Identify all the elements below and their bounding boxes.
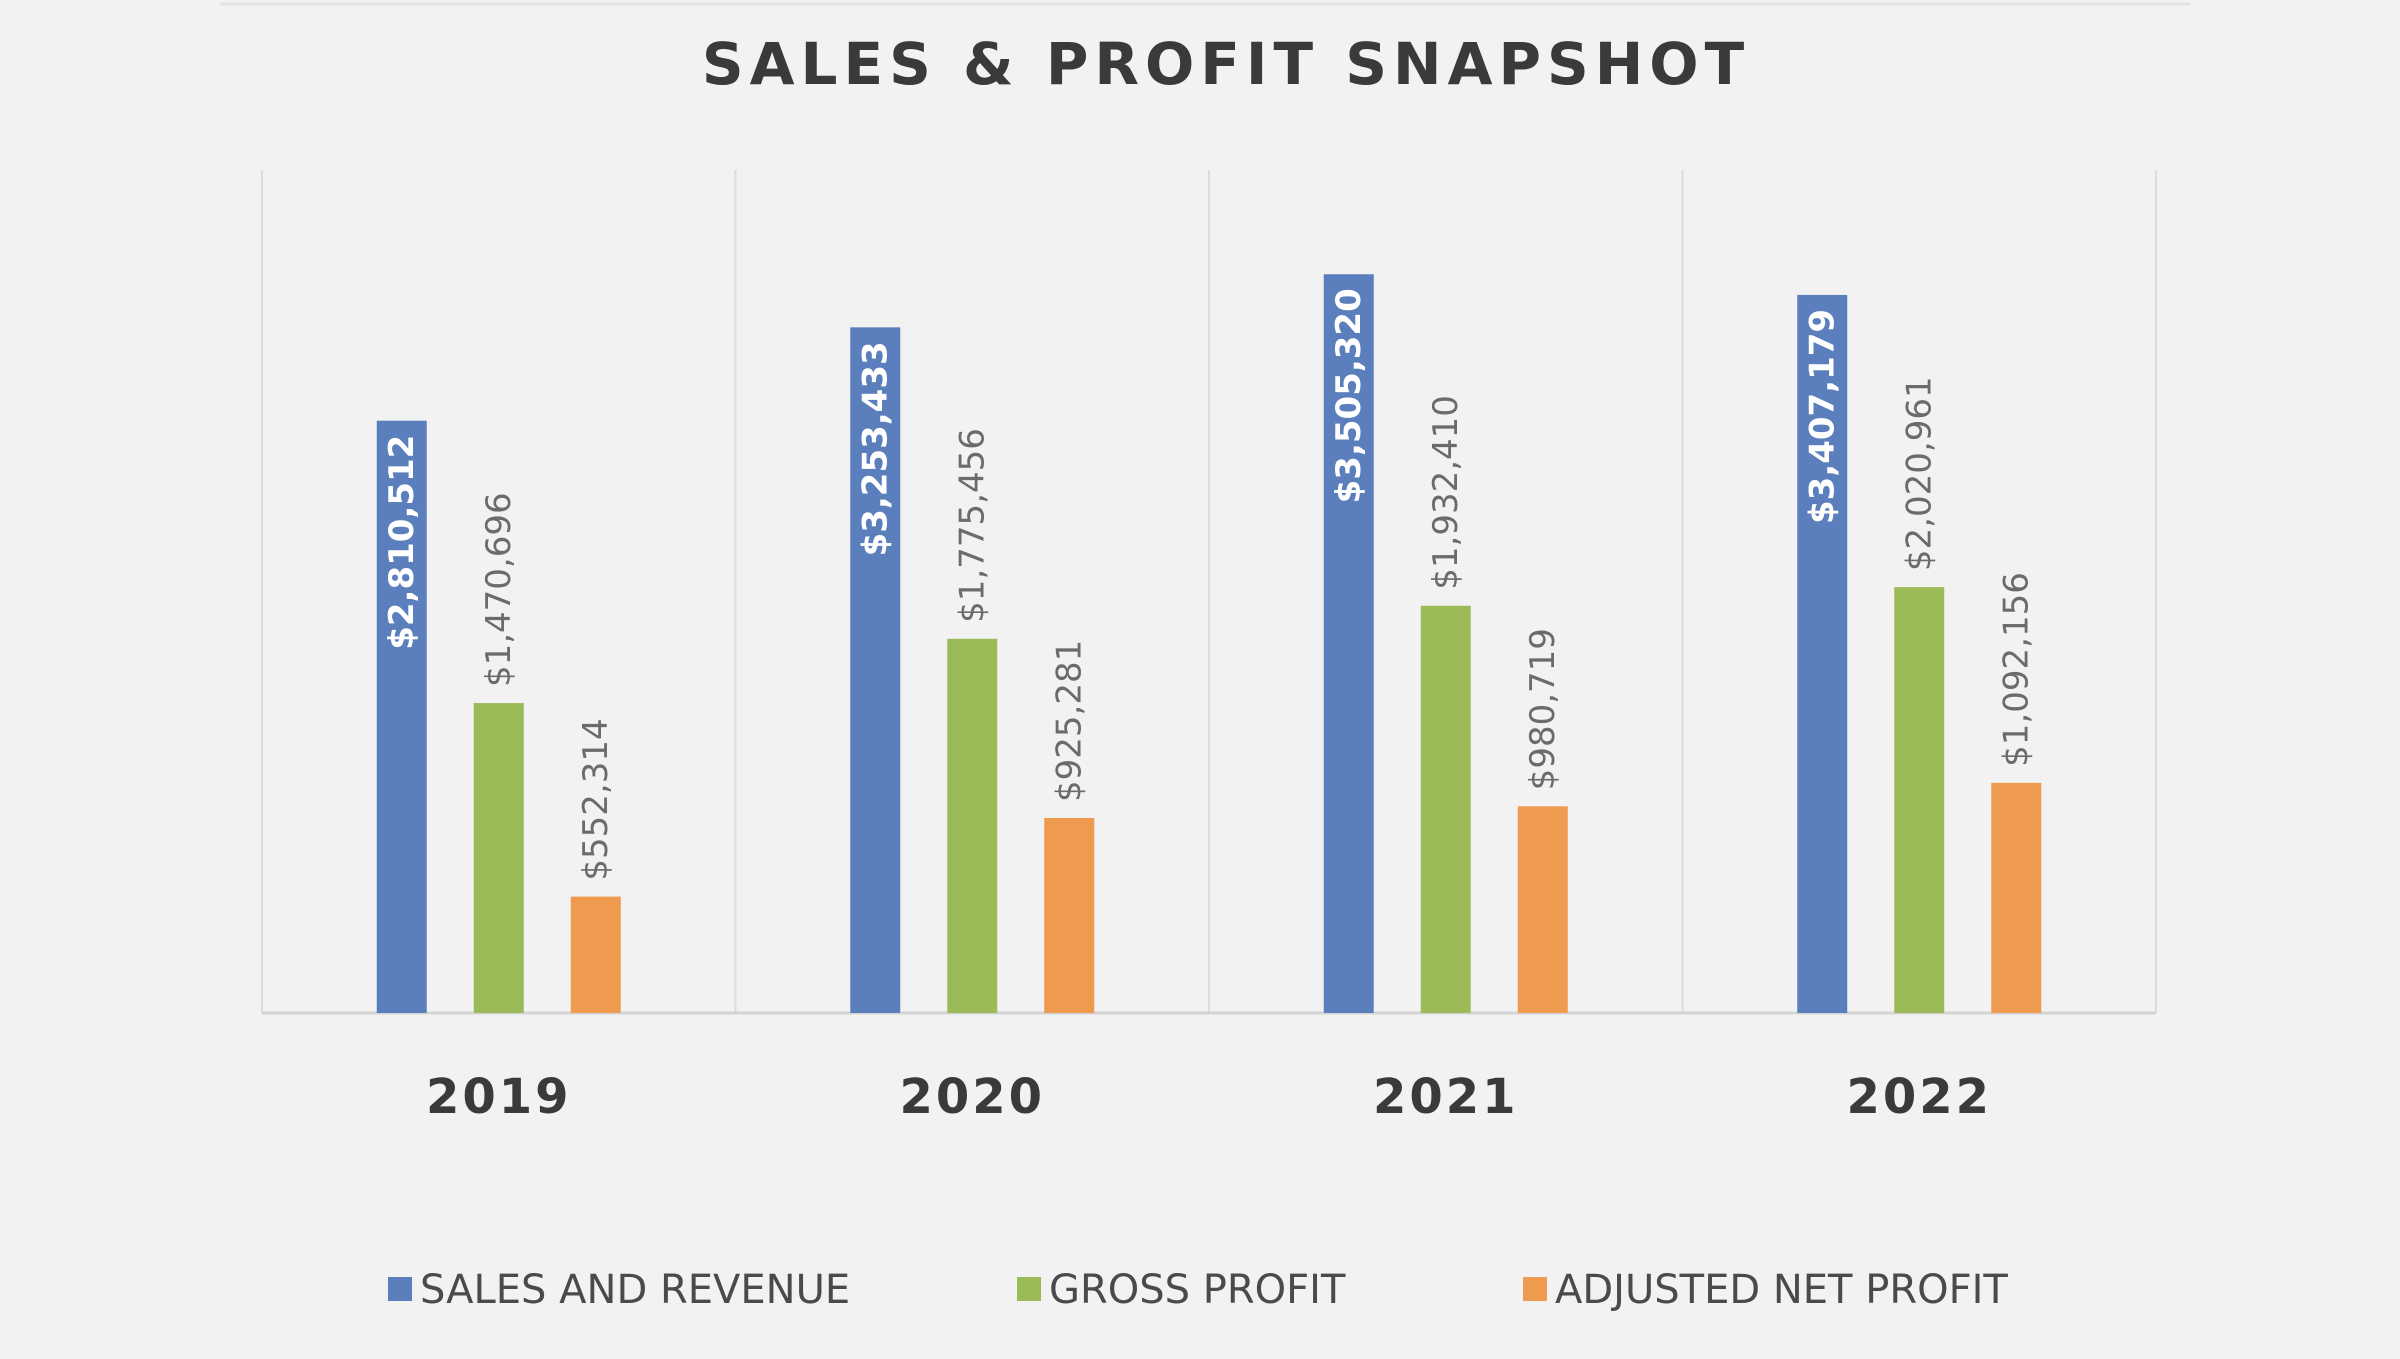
bar-gross-profit-2020 [947,638,998,1013]
legend-swatch-gross-profit [1017,1277,1041,1301]
data-label-adjusted-net-profit-2020: $925,281 [1049,640,1089,802]
legend-label-sales-and-revenue: SALES AND REVENUE [420,1267,850,1313]
bar-sales-and-revenue-2020 [850,327,901,1013]
x-tick-label-2021: 2021 [1373,1069,1519,1125]
data-label-adjusted-net-profit-2022: $1,092,156 [1996,572,2036,767]
legend-swatch-adjusted-net-profit [1523,1277,1547,1301]
data-label-sales-and-revenue-2021: $3,505,320 [1329,288,1369,503]
legend: SALES AND REVENUE GROSS PROFIT ADJUSTED NE… [388,1267,2008,1313]
data-label-sales-and-revenue-2022: $3,407,179 [1802,309,1842,524]
data-label-gross-profit-2019: $1,470,696 [479,492,519,687]
bar-sales-and-revenue-2019 [376,420,427,1014]
legend-label-gross-profit: GROSS PROFIT [1049,1267,1346,1313]
data-label-adjusted-net-profit-2021: $980,719 [1523,628,1563,790]
legend-swatch-sales-and-revenue [388,1277,412,1301]
bar-adjusted-net-profit-2019 [570,896,621,1013]
bar-gross-profit-2021 [1420,605,1471,1013]
bar-gross-profit-2022 [1894,587,1945,1013]
bar-sales-and-revenue-2021 [1323,274,1374,1014]
plot-area: $2,810,512 $1,470,696 $552,314 2019 $3,253,4… [261,170,2157,1125]
chart-title: SALES & PROFIT SNAPSHOT [702,30,1750,98]
data-label-sales-and-revenue-2020: $3,253,433 [855,341,895,556]
x-tick-label-2020: 2020 [899,1069,1045,1125]
bar-adjusted-net-profit-2022 [1991,782,2042,1013]
x-tick-label-2019: 2019 [426,1069,572,1125]
bar-sales-and-revenue-2022 [1797,294,1848,1013]
data-label-gross-profit-2020: $1,775,456 [952,428,992,623]
bar-adjusted-net-profit-2021 [1517,806,1568,1013]
data-label-gross-profit-2022: $2,020,961 [1899,376,1939,571]
x-tick-label-2022: 2022 [1846,1069,1992,1125]
bar-gross-profit-2019 [473,703,524,1013]
data-label-sales-and-revenue-2019: $2,810,512 [382,435,422,650]
data-label-adjusted-net-profit-2019: $552,314 [576,718,616,880]
bar-adjusted-net-profit-2020 [1044,817,1095,1013]
data-label-gross-profit-2021: $1,932,410 [1426,395,1466,590]
legend-label-adjusted-net-profit: ADJUSTED NET PROFIT [1555,1267,2008,1313]
